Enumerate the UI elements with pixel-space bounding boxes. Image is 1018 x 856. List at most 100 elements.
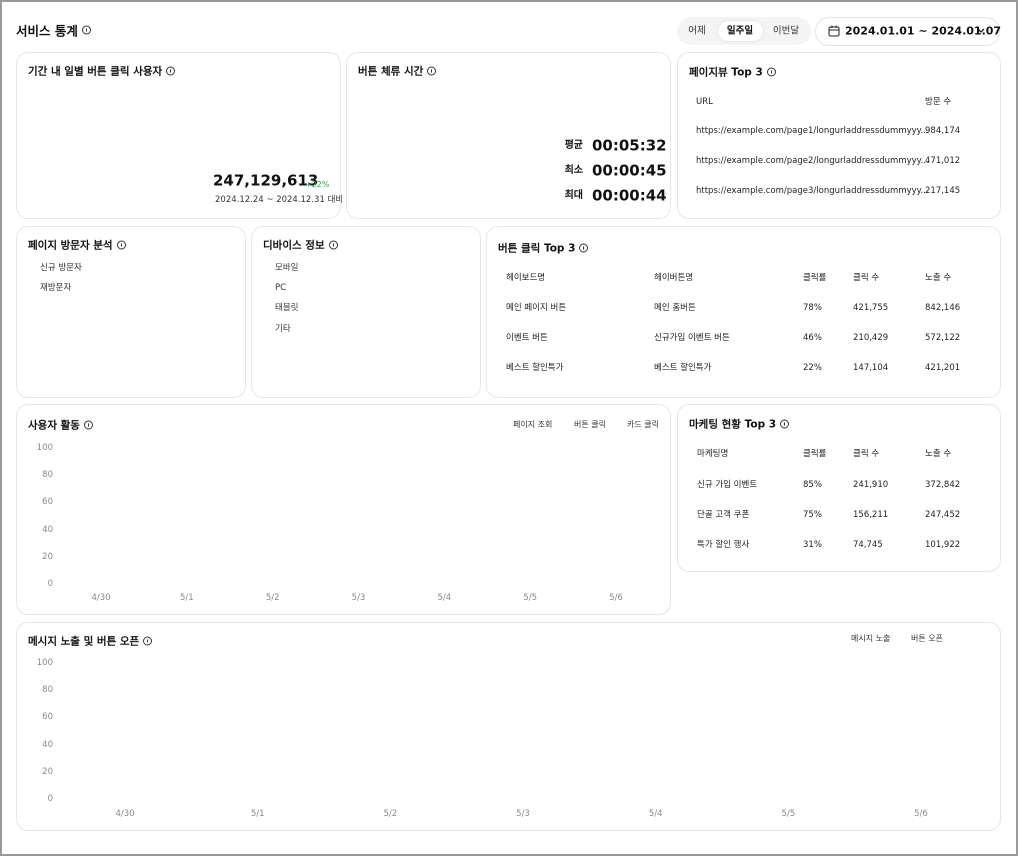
x-tick-label: 5/2 (383, 808, 398, 819)
title-text: 페이지뷰 Top 3 (689, 66, 763, 79)
y-tick-label: 40 (42, 524, 53, 535)
y-tick-label: 60 (42, 712, 53, 723)
cell: 572,122 (925, 332, 961, 343)
card (16, 404, 671, 615)
cell: 842,146 (925, 302, 961, 313)
total: 247,129,613 (213, 171, 319, 190)
cell: 85% (803, 479, 822, 490)
cell: https://example.com/page1/longurladdress… (696, 125, 929, 136)
info-icon[interactable] (328, 240, 338, 250)
card-title: 사용자 활동 (28, 418, 93, 433)
y-tick-label: 100 (36, 442, 53, 453)
cell: 신규 가입 이벤트 (697, 479, 758, 490)
x-tick-label: 5/5 (523, 592, 537, 603)
column-header: 헤이보드명 (506, 272, 546, 283)
cell: 특가 할인 행사 (697, 539, 750, 550)
cell: 984,174 (925, 125, 961, 136)
x-tick-label: 5/5 (781, 808, 796, 819)
card (677, 404, 1001, 572)
title-text: 사용자 활동 (28, 419, 80, 432)
cell: 베스트 할인특가 (654, 362, 712, 373)
cell: 이벤트 버튼 (506, 332, 548, 343)
card-title: 메시지 노출 및 버튼 오픈 (28, 634, 153, 649)
card-title: 페이지 방문자 분석 (28, 238, 126, 253)
cell: 421,755 (853, 302, 889, 313)
stat-value: 00:00:45 (592, 161, 667, 180)
info-icon[interactable] (81, 25, 91, 35)
card (16, 226, 246, 398)
cell: 217,145 (925, 185, 961, 196)
card (16, 52, 341, 219)
cell: 372,842 (925, 479, 961, 490)
date-picker[interactable] (815, 17, 1000, 46)
legend-label: 태블릿 (275, 302, 299, 313)
stat-label: 최대 (564, 190, 583, 201)
y-tick-label: 20 (42, 766, 53, 777)
cell: 신규가입 이벤트 버튼 (654, 332, 730, 343)
x-tick-label: 5/1 (179, 592, 194, 603)
card-title: 버튼 클릭 Top 3 (498, 241, 589, 256)
card (677, 52, 1001, 219)
legend-label: 메시지 노출 (851, 634, 891, 643)
info-icon[interactable] (166, 66, 176, 76)
cell: 74,745 (853, 539, 883, 550)
y-tick-label: 0 (47, 578, 53, 589)
y-tick-label: 60 (42, 497, 53, 508)
column-header: 헤이버튼명 (654, 272, 694, 283)
y-tick-label: 80 (42, 684, 53, 695)
x-tick-label: 5/3 (516, 808, 530, 819)
legend-label: PC (275, 282, 287, 293)
column-header: 클릭률 (803, 448, 827, 459)
column-header: URL (696, 96, 713, 107)
cell: 247,452 (925, 509, 961, 520)
card-title: 서비스 통계 (16, 21, 91, 40)
cell: 471,012 (925, 155, 961, 166)
period-tab[interactable]: 일주일 (726, 25, 754, 37)
title-text: 메시지 노출 및 버튼 오픈 (28, 635, 140, 648)
card-title: 디바이스 정보 (263, 238, 338, 253)
stat-value: 00:05:32 (592, 136, 667, 155)
info-icon[interactable] (83, 420, 93, 430)
x-tick-label: 5/1 (250, 808, 265, 819)
y-tick-label: 20 (42, 551, 53, 562)
cell: 241,910 (853, 479, 889, 490)
cell: 75% (803, 509, 822, 520)
column-header: 방문 수 (925, 96, 952, 107)
legend-label: 페이지 조회 (513, 420, 553, 429)
cell: 421,201 (925, 362, 961, 373)
change: +22% (305, 180, 330, 189)
cell: 베스트 할인특가 (506, 362, 564, 373)
period-tab[interactable]: 이번달 (772, 25, 800, 37)
card (251, 226, 481, 398)
period-tab[interactable]: 어제 (688, 25, 706, 37)
cell: 147,104 (853, 362, 889, 373)
cell: 156,211 (853, 509, 889, 520)
card-title: 버튼 체류 시간 (358, 64, 437, 79)
info-icon[interactable] (579, 243, 589, 253)
info-icon[interactable] (116, 240, 126, 250)
info-icon[interactable] (427, 66, 437, 76)
info-icon[interactable] (780, 419, 790, 429)
card-title: 마케팅 현황 Top 3 (689, 417, 790, 432)
column-header: 클릭 수 (853, 448, 880, 459)
x-tick-label: 5/4 (437, 592, 452, 603)
cell: 메인 페이지 버튼 (506, 302, 567, 313)
period-selected[interactable] (718, 21, 763, 41)
title-text: 마케팅 현황 Top 3 (689, 418, 777, 431)
legend-label: 기타 (275, 323, 291, 334)
legend-label: 카드 클릭 (627, 420, 659, 429)
title-text: 디바이스 정보 (263, 239, 325, 252)
card-title: 페이지뷰 Top 3 (689, 65, 776, 80)
card (16, 622, 1001, 831)
x-tick-label: 5/2 (265, 592, 280, 603)
legend-label: 재방문자 (40, 282, 72, 293)
info-icon[interactable] (766, 67, 776, 77)
card-title: 기간 내 일별 버튼 클릭 사용자 (28, 64, 176, 79)
card (346, 52, 671, 219)
date-range: 2024.01.01 ~ 2024.01.07 (845, 24, 1002, 38)
column-header: 마케팅명 (697, 448, 729, 459)
legend-label: 모바일 (275, 262, 299, 273)
cell: 단골 고객 쿠폰 (697, 509, 750, 520)
info-icon[interactable] (143, 636, 153, 646)
